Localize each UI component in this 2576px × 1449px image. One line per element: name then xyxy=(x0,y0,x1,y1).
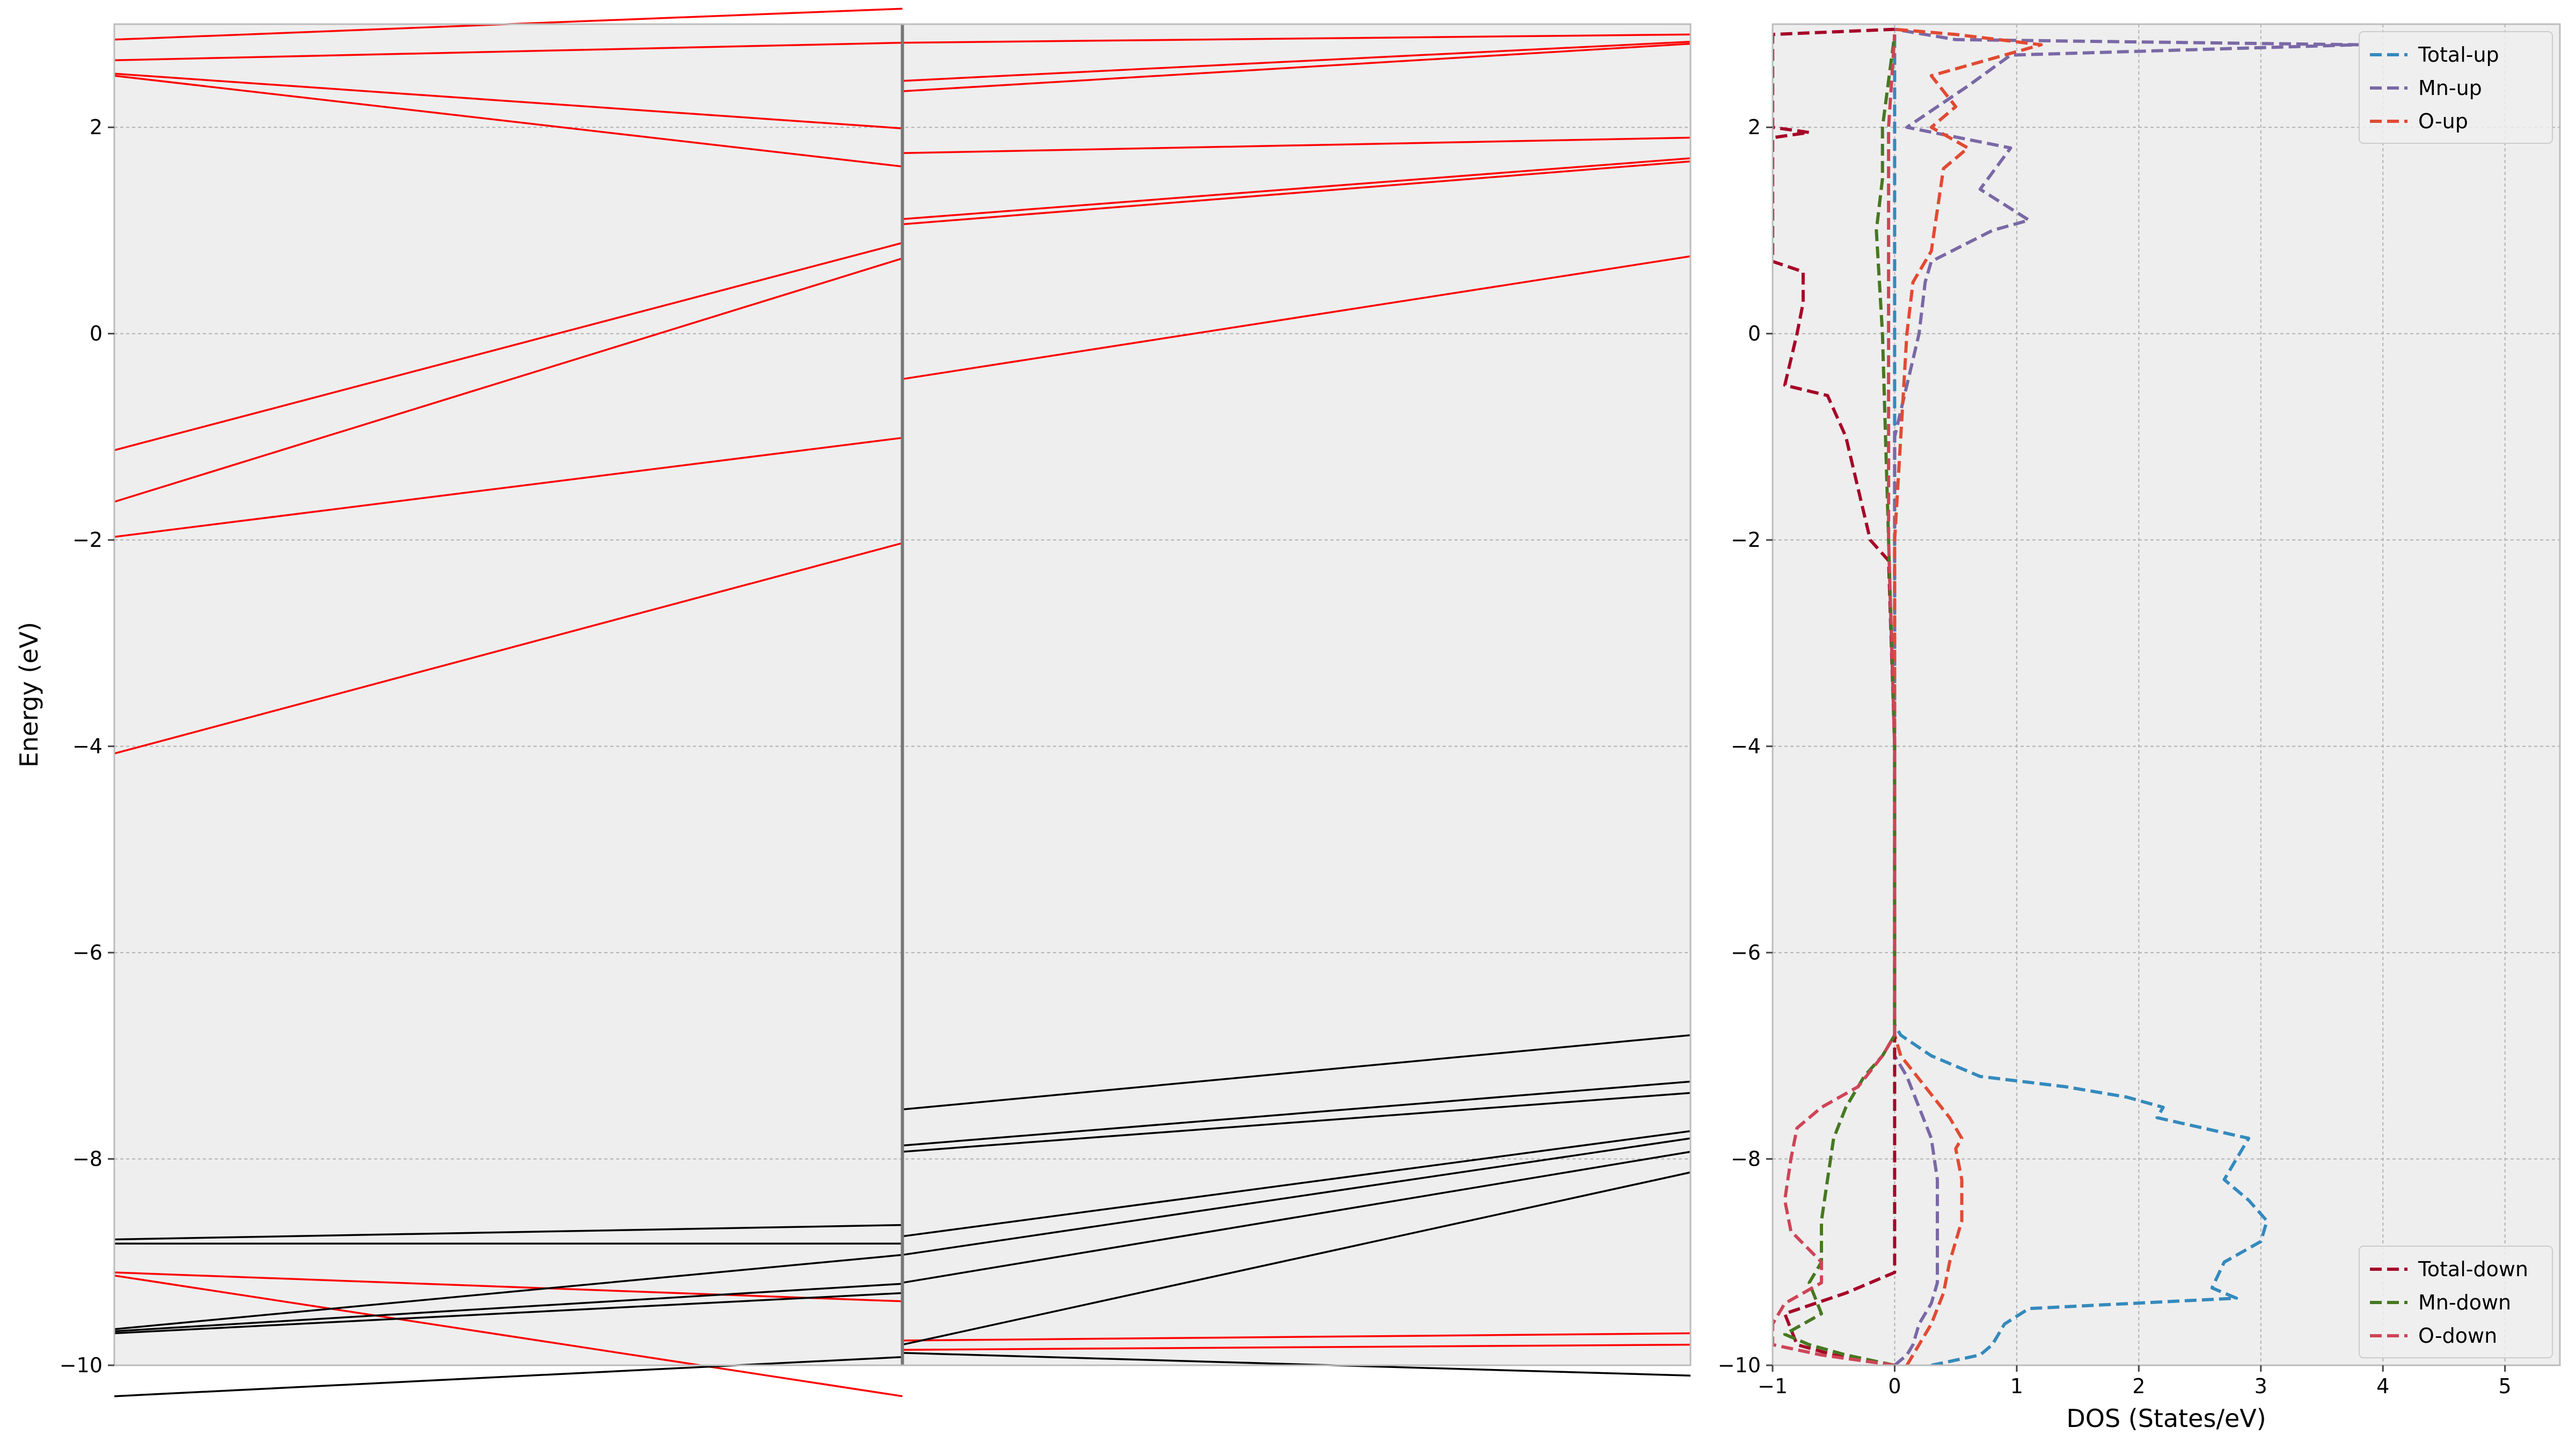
legend-label: O-down xyxy=(2418,1324,2497,1348)
band-line-down xyxy=(902,1352,1691,1377)
dos-x-tick-label: 2 xyxy=(2132,1374,2145,1398)
band-y-tick-label: −6 xyxy=(72,941,103,964)
band-line-up xyxy=(114,542,903,755)
dos-x-tick-label: 5 xyxy=(2499,1374,2512,1398)
band-line-down xyxy=(114,1254,903,1330)
legend-label: Mn-up xyxy=(2418,76,2482,100)
band-line-down xyxy=(114,1224,903,1241)
legend-box xyxy=(2359,1246,2553,1358)
dos-x-tick-label: 0 xyxy=(1888,1374,1901,1398)
band-line-up xyxy=(114,72,903,129)
band-line-down xyxy=(902,1151,1691,1284)
band-y-tick-label: −2 xyxy=(72,528,103,552)
dos-plot-area xyxy=(1773,24,2560,1365)
band-line-down xyxy=(114,1356,903,1397)
dos-y-tick-label: 0 xyxy=(1748,322,1761,346)
dos-legends: Total-up Mn-up O-up Total-down Mn-down O-down xyxy=(2359,31,2553,1358)
legend-lower-right: Total-down Mn-down O-down xyxy=(2359,1246,2553,1358)
band-line-up xyxy=(902,160,1691,225)
band-structure-panel: −10 −8 −6 −4 −2 0 2 Energy (eV) xyxy=(14,8,1692,1397)
dos-line-mn-down xyxy=(1783,34,1897,1365)
dos-x-tick-label: −1 xyxy=(1758,1374,1788,1398)
band-frame xyxy=(113,23,1692,1366)
legend-label: O-up xyxy=(2418,109,2468,133)
dos-x-axis-label: DOS (States/eV) xyxy=(2066,1404,2266,1433)
dos-y-tick-label: −4 xyxy=(1731,735,1761,758)
band-line-down xyxy=(902,1137,1691,1256)
dos-x-tick-label: 3 xyxy=(2255,1374,2267,1398)
band-y-tick-label: 2 xyxy=(90,115,103,139)
band-line-up xyxy=(902,136,1691,155)
dos-ticks: −10−8−6−4−202−1 0 1 2 3 4 5 xyxy=(1718,115,2512,1398)
band-line-down xyxy=(902,1171,1691,1346)
band-line-up xyxy=(114,257,903,503)
dos-y-tick-label: 2 xyxy=(1748,115,1761,139)
band-lines xyxy=(114,8,1691,1397)
legend-label: Total-down xyxy=(2418,1257,2528,1281)
band-line-down xyxy=(902,1130,1691,1238)
band-line-down xyxy=(114,1292,903,1335)
band-y-tick-label: −10 xyxy=(60,1353,103,1377)
band-line-up xyxy=(902,33,1691,44)
dos-line-o-down xyxy=(1773,34,1897,1365)
band-line-up xyxy=(114,41,903,62)
band-line-up xyxy=(902,40,1691,82)
dos-y-tick-label: −10 xyxy=(1718,1353,1761,1377)
band-y-tick-label: −4 xyxy=(72,735,103,758)
band-y-tick-label: −8 xyxy=(72,1147,103,1171)
legend-label: Total-up xyxy=(2418,43,2499,67)
dos-y-tick-label: −6 xyxy=(1731,941,1761,964)
band-line-up xyxy=(114,1275,903,1397)
band-line-up xyxy=(902,1343,1691,1351)
dos-x-tick-label: 4 xyxy=(2376,1374,2389,1398)
dos-lines xyxy=(1773,27,2360,1365)
band-y-ticks: −10 −8 −6 −4 −2 0 2 xyxy=(60,115,114,1377)
band-y-tick-label: 0 xyxy=(90,322,103,346)
legend-label: Mn-down xyxy=(2418,1291,2511,1314)
band-line-up xyxy=(902,255,1691,380)
dos-y-tick-label: −2 xyxy=(1731,528,1761,552)
band-line-down xyxy=(902,1092,1691,1153)
band-line-up xyxy=(114,1271,903,1302)
band-line-down xyxy=(114,1283,903,1333)
band-line-up xyxy=(114,241,903,451)
band-line-down xyxy=(902,1034,1691,1111)
dos-x-tick-label: 1 xyxy=(2010,1374,2023,1398)
band-line-up xyxy=(114,75,903,168)
legend-box xyxy=(2359,31,2553,144)
dos-panel: −10−8−6−4−202−1 0 1 2 3 4 5 DOS (States/eV) To… xyxy=(1718,23,2561,1433)
band-line-down xyxy=(902,1080,1691,1147)
band-line-up xyxy=(902,1332,1691,1342)
legend-upper-right: Total-up Mn-up O-up xyxy=(2359,31,2553,144)
dos-frame xyxy=(1772,23,2561,1366)
dos-y-tick-label: −8 xyxy=(1731,1147,1761,1171)
band-y-axis-label: Energy (eV) xyxy=(14,622,43,767)
band-line-up xyxy=(902,157,1691,221)
band-line-up xyxy=(114,437,903,538)
band-line-up xyxy=(902,42,1691,92)
dos-line-total-down xyxy=(1773,27,1897,1365)
